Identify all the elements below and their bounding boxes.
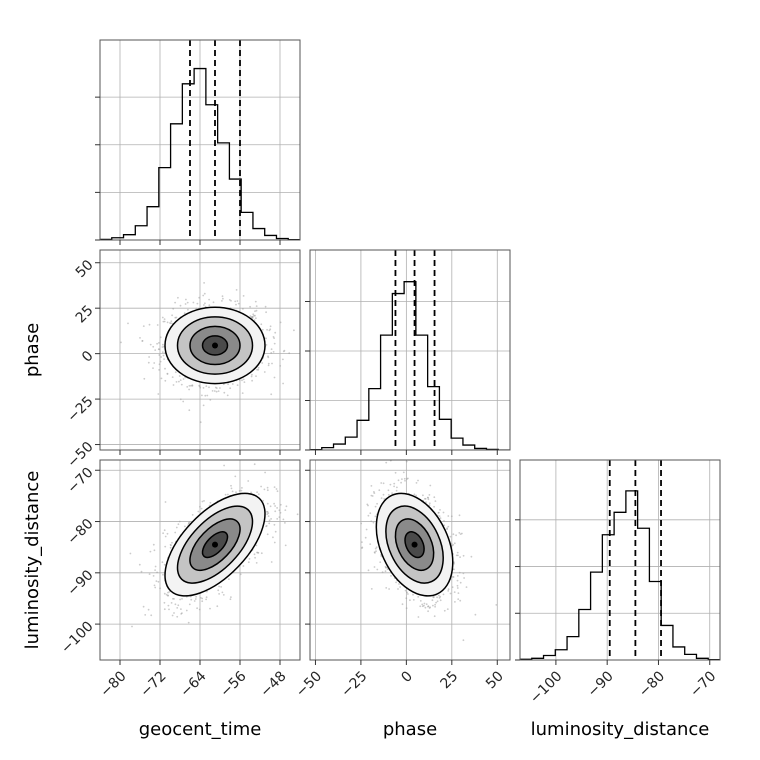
x-tick-label: −48 — [257, 668, 289, 700]
panel-luminosity_distance-phase — [305, 459, 511, 665]
histogram-geocent_time — [100, 67, 300, 240]
panel-luminosity_distance-geocent_time — [95, 459, 301, 665]
x-axis-label-geocent_time: geocent_time — [139, 719, 262, 740]
y-tick-label: 0 — [79, 348, 97, 366]
x-tick-label: −80 — [97, 668, 129, 700]
x-tick-label: −50 — [293, 668, 325, 700]
x-tick-label: 0 — [398, 668, 416, 686]
y-tick-label: −100 — [58, 618, 97, 657]
x-tick-label: −70 — [687, 668, 719, 700]
density-peak — [411, 541, 418, 548]
y-axis-label-phase: phase — [22, 323, 43, 377]
panel-phase-phase — [305, 249, 511, 455]
x-tick-label: −64 — [177, 668, 209, 700]
y-tick-label: −50 — [64, 439, 96, 471]
y-tick-label: −25 — [64, 393, 96, 425]
x-tick-label: −100 — [527, 668, 566, 707]
panel-geocent_time-geocent_time — [95, 39, 301, 245]
x-tick-label: −25 — [338, 668, 370, 700]
panel-phase-geocent_time — [95, 249, 301, 455]
x-tick-label: −90 — [585, 668, 617, 700]
histogram-phase — [310, 281, 510, 450]
histogram-luminosity_distance — [520, 490, 720, 660]
panel-luminosity_distance-luminosity_distance — [515, 459, 721, 665]
density-peak — [212, 342, 218, 349]
y-tick-label: 50 — [73, 257, 97, 281]
y-tick-label: −70 — [64, 465, 96, 497]
y-axis-label-luminosity_distance: luminosity_distance — [22, 471, 43, 650]
x-tick-label: −56 — [217, 668, 249, 700]
y-tick-label: −80 — [64, 516, 96, 548]
density-peak — [212, 541, 218, 548]
y-tick-label: 25 — [73, 303, 97, 327]
x-axis-label-luminosity_distance: luminosity_distance — [531, 719, 710, 740]
panel-frame — [309, 249, 511, 451]
panel-frame — [519, 459, 721, 661]
panel-frame — [309, 459, 511, 661]
x-tick-label: 50 — [483, 668, 507, 692]
x-tick-label: 25 — [438, 668, 462, 692]
y-tick-label: −90 — [64, 567, 96, 599]
x-tick-label: −80 — [636, 668, 668, 700]
x-tick-label: −72 — [137, 668, 169, 700]
x-axis-label-phase: phase — [383, 719, 437, 740]
